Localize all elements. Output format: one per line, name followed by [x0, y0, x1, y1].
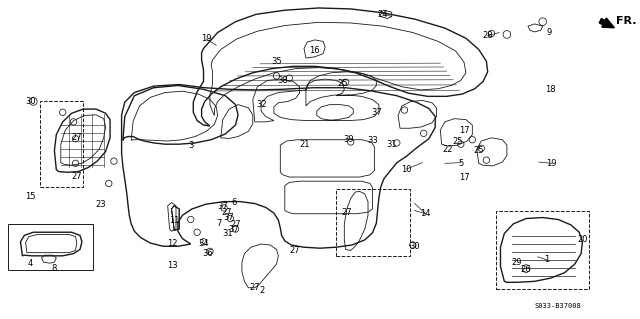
Text: FR.: FR.	[616, 16, 636, 26]
Text: 27: 27	[72, 133, 82, 142]
Text: 25: 25	[452, 137, 463, 146]
Text: 27: 27	[289, 246, 300, 255]
Text: 6: 6	[231, 198, 236, 207]
Text: 7: 7	[216, 219, 221, 228]
Text: 24: 24	[378, 10, 388, 19]
Text: 20: 20	[577, 235, 588, 244]
Text: 25: 25	[474, 146, 484, 155]
Text: 30: 30	[26, 97, 36, 106]
Bar	[496, 211, 589, 289]
Text: 36: 36	[203, 249, 213, 258]
Text: 34: 34	[198, 239, 209, 248]
Text: 10: 10	[401, 165, 412, 174]
Bar	[8, 224, 93, 270]
Text: 27: 27	[72, 172, 82, 181]
Text: 37: 37	[228, 225, 239, 234]
Text: 14: 14	[420, 209, 431, 218]
Bar	[336, 189, 410, 256]
Bar	[40, 101, 83, 187]
Text: 11: 11	[169, 216, 179, 225]
Text: 21: 21	[300, 140, 310, 149]
Text: 18: 18	[545, 85, 556, 94]
FancyArrow shape	[599, 18, 614, 28]
Text: 31: 31	[387, 140, 397, 149]
Text: 19: 19	[201, 34, 211, 43]
Text: 4: 4	[28, 259, 33, 268]
Text: 30: 30	[410, 242, 420, 251]
Text: 37: 37	[224, 213, 234, 222]
Text: 31: 31	[222, 229, 232, 238]
Text: 25: 25	[338, 79, 348, 88]
Text: 22: 22	[443, 145, 453, 154]
Text: 27: 27	[342, 208, 352, 217]
Text: 3: 3	[188, 141, 193, 150]
Text: 38: 38	[278, 76, 288, 85]
Text: 23: 23	[96, 200, 106, 209]
Text: 29: 29	[512, 258, 522, 267]
Text: 15: 15	[26, 192, 36, 201]
Text: 5: 5	[458, 159, 463, 168]
Text: 12: 12	[168, 239, 178, 248]
Text: 16: 16	[310, 46, 320, 55]
Text: 2: 2	[260, 286, 265, 295]
Text: 32: 32	[256, 100, 266, 109]
Text: 39: 39	[344, 135, 354, 144]
Text: 33: 33	[367, 137, 378, 145]
Text: 8: 8	[52, 264, 57, 273]
Text: 27: 27	[222, 208, 232, 217]
Text: 27: 27	[250, 283, 260, 292]
Text: 37: 37	[218, 202, 228, 211]
Text: 37: 37	[371, 108, 381, 117]
Text: 17: 17	[459, 173, 469, 182]
Text: 19: 19	[547, 159, 557, 168]
Text: 28: 28	[483, 31, 493, 40]
Text: 9: 9	[547, 28, 552, 37]
Text: S033-B37008: S033-B37008	[534, 303, 582, 308]
Text: 17: 17	[459, 126, 469, 135]
Text: 35: 35	[271, 57, 282, 66]
Text: 1: 1	[545, 256, 550, 264]
Text: 26: 26	[521, 265, 531, 274]
Text: 13: 13	[168, 261, 178, 270]
Text: 27: 27	[230, 220, 241, 229]
